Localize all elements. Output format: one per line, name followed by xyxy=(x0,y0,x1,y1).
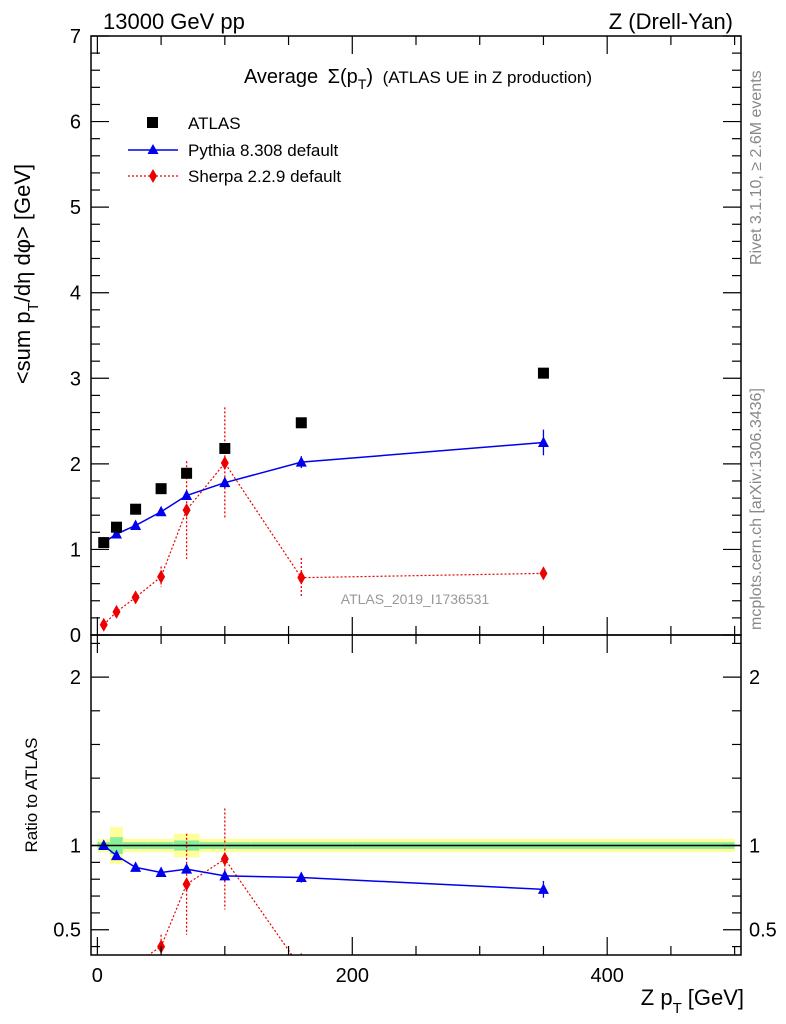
sherpa-point xyxy=(182,503,191,518)
atlas-point xyxy=(110,521,122,533)
ratio-uncertainty-bands xyxy=(91,827,741,865)
sherpa-ratio-line xyxy=(147,858,293,955)
sherpa-point xyxy=(157,569,166,584)
sherpa-ratio-point xyxy=(220,852,229,866)
y-tick-label: 3 xyxy=(70,368,81,390)
pythia-line xyxy=(103,441,544,544)
sherpa-ratio-point xyxy=(100,988,108,1002)
header-left: 13000 GeV pp xyxy=(103,9,245,34)
atlas-point xyxy=(537,367,549,379)
ratio-tick-label-right: 0.5 xyxy=(749,920,777,942)
atlas-point xyxy=(181,467,193,479)
atlas-point xyxy=(295,417,307,429)
ratio-tick-label: 2 xyxy=(70,667,81,689)
ratio-plot-area xyxy=(98,808,549,1002)
mcplots-label: mcplots.cern.ch [arXiv:1306.3436] xyxy=(748,388,765,630)
legend: ATLAS Pythia 8.308 default Sherpa 2.2.9 … xyxy=(128,114,341,186)
pythia-ratio-point xyxy=(295,871,307,883)
atlas-point xyxy=(98,537,110,549)
pythia-ratio-point xyxy=(130,861,142,872)
y-tick-label: 1 xyxy=(70,539,81,561)
legend-label-pythia: Pythia 8.308 default xyxy=(188,141,339,160)
ratio-axis-label: Ratio to ATLAS xyxy=(22,738,41,853)
ratio-tick-label: 0.5 xyxy=(53,920,81,942)
pythia-point xyxy=(130,519,142,530)
pythia-ratio-point xyxy=(98,839,110,851)
ratio-tick-label-right: 1 xyxy=(749,836,760,858)
y-tick-label: 2 xyxy=(70,454,81,476)
header-right: Z (Drell-Yan) xyxy=(609,9,733,34)
sherpa-ratio-point xyxy=(112,972,120,986)
atlas-point xyxy=(155,483,167,495)
y-tick-label: 5 xyxy=(70,197,81,219)
main-plot-area xyxy=(98,367,549,632)
pythia-point xyxy=(110,528,122,539)
ratio-tick-label-right: 2 xyxy=(749,667,760,689)
pythia-point xyxy=(219,476,231,488)
y-tick-label: 6 xyxy=(70,112,81,134)
pythia-point xyxy=(295,456,307,467)
rivet-label: Rivet 3.1.10, ≥ 2.6M events xyxy=(748,70,765,265)
y-tick-label: 0 xyxy=(70,625,81,647)
sherpa-point xyxy=(297,570,306,585)
sherpa-point xyxy=(99,617,108,632)
sherpa-point xyxy=(539,566,548,581)
atlas-point xyxy=(219,442,231,454)
y-tick-label: 4 xyxy=(70,283,81,305)
sherpa-ratio-point xyxy=(182,877,191,892)
atlas-point xyxy=(130,503,142,515)
sherpa-ratio-point xyxy=(297,961,305,975)
pythia-ratio-point xyxy=(110,849,122,861)
sherpa-point xyxy=(131,590,140,605)
x-tick-label: 0 xyxy=(92,965,103,987)
sherpa-point xyxy=(220,456,229,471)
analysis-label: ATLAS_2019_I1736531 xyxy=(341,591,490,607)
pythia-ratio-point xyxy=(219,869,231,881)
chart-title: Average Σ(pT) (ATLAS UE in Z production) xyxy=(244,66,592,92)
sherpa-ratio-point xyxy=(539,967,547,981)
legend-label-atlas: ATLAS xyxy=(188,114,241,133)
x-tick-label: 400 xyxy=(590,965,623,987)
pythia-ratio-point xyxy=(537,883,549,894)
pythia-point xyxy=(181,489,193,501)
legend-marker-atlas xyxy=(147,117,158,128)
ratio-tick-label: 1 xyxy=(70,836,81,858)
legend-label-sherpa: Sherpa 2.2.9 default xyxy=(188,167,341,186)
pythia-point xyxy=(155,505,167,517)
axes: 0 1 2 3 4 5 6 7 0 200 400 0.5 0.5 1 1 2 2 xyxy=(53,26,777,987)
sherpa-line xyxy=(103,461,544,626)
pythia-point xyxy=(537,436,549,447)
legend-marker-pythia xyxy=(147,144,159,154)
ratio-plot-frame xyxy=(90,634,742,956)
x-tick-label: 200 xyxy=(336,965,369,987)
legend-marker-sherpa xyxy=(149,169,157,183)
x-axis-label: Z pT [GeV] xyxy=(641,985,744,1017)
y-tick-label: 7 xyxy=(70,26,81,48)
pythia-ratio-point xyxy=(155,866,167,877)
sherpa-ratio-point xyxy=(132,956,140,970)
y-axis-label: <sum pT/dη dφ> [GeV] xyxy=(10,164,42,384)
sherpa-point xyxy=(112,604,121,619)
pythia-ratio-point xyxy=(181,863,193,874)
